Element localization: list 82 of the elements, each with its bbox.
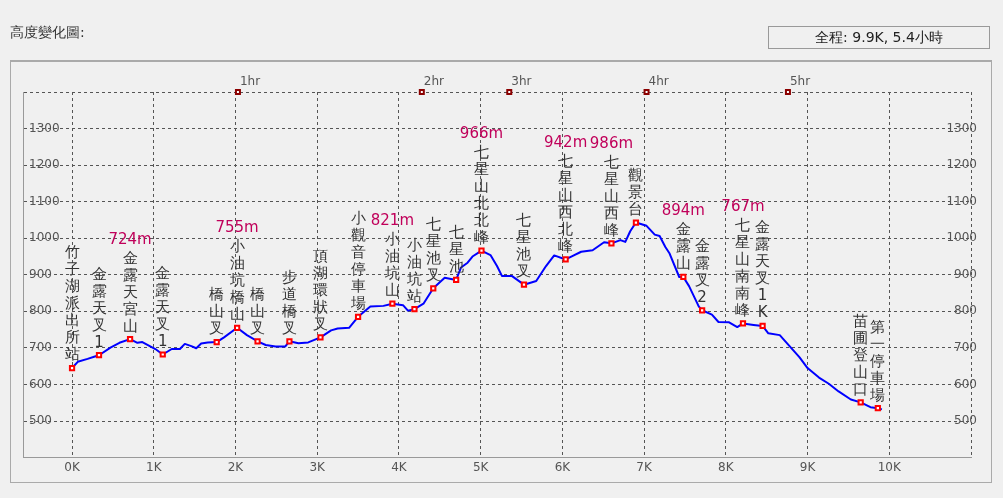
x-tick-label: 7K — [636, 459, 653, 474]
annotation: 七星山西北峰 — [558, 151, 574, 255]
annotation: 金露天叉1 — [155, 263, 171, 350]
annotation: 5hr — [789, 74, 811, 89]
annotation: 4hr — [648, 74, 669, 89]
x-tick-label: 2K — [227, 459, 245, 474]
point — [478, 247, 485, 254]
point — [453, 276, 460, 284]
y2-tick-label: 700 — [954, 340, 977, 355]
point — [739, 320, 747, 327]
y2-tick-label: 1100 — [946, 193, 977, 208]
annotation: 894m — [661, 201, 705, 220]
y2-tick-label: 800 — [954, 303, 977, 318]
annotation: 苗圃登山口 — [853, 311, 869, 398]
annotation: 821m — [370, 211, 415, 230]
point — [254, 338, 261, 345]
x-tick-label: 4K — [391, 459, 408, 474]
annotation: 2hr — [423, 74, 445, 89]
annotation: 步道橋叉 — [281, 267, 297, 337]
point — [562, 256, 569, 263]
chart-title: 高度變化圖: — [10, 24, 85, 42]
annotation: 755m — [215, 218, 259, 237]
y-tick-label: 1100 — [29, 193, 60, 208]
point — [68, 364, 76, 372]
annotation: 小油坑山 — [383, 230, 400, 300]
annotation: 942m — [544, 132, 588, 151]
x-tick-label: 5K — [472, 459, 490, 474]
annotation: 金露天叉1K — [755, 218, 771, 322]
x-tick-label: 6K — [554, 459, 572, 474]
point — [354, 313, 362, 320]
point — [759, 322, 766, 330]
annotation: 七星池 — [448, 223, 464, 276]
y-tick-label: 1300 — [29, 120, 60, 135]
point — [632, 219, 640, 226]
annotation: 986m — [589, 133, 634, 152]
annotation: 七星山南南峰 — [735, 215, 751, 319]
annotation: 第一停車場 — [869, 317, 886, 404]
annotation: 金露山 — [675, 220, 691, 273]
y2-tick-label: 1000 — [946, 230, 977, 245]
point — [317, 334, 324, 341]
y-tick-label: 1000 — [29, 230, 60, 245]
x-tick-label: 1K — [146, 459, 163, 474]
annotation: 橋山叉 — [209, 285, 225, 338]
point — [857, 399, 864, 406]
annotation: 小油坑橋山 — [228, 237, 245, 324]
point — [430, 285, 437, 292]
annotation: 觀景台 — [628, 165, 644, 218]
annotation: 金露天宮山 — [122, 248, 138, 335]
point — [520, 281, 528, 288]
y-tick-label: 500 — [29, 413, 52, 428]
y2-tick-label: 900 — [954, 266, 977, 281]
x-tick-label: 10K — [877, 459, 902, 474]
annotation: 橋山叉 — [250, 284, 266, 337]
x-tick-label: 0K — [64, 459, 81, 474]
point — [608, 240, 615, 247]
annotation: 竹子湖派出所站 — [64, 243, 80, 364]
annotation: 724m — [108, 229, 152, 248]
y-tick-label: 1200 — [29, 157, 60, 172]
annotation: 767m — [721, 196, 765, 215]
x-tick-label: 3K — [309, 459, 327, 474]
point — [411, 306, 418, 313]
annotation: 小觀音停車場 — [349, 209, 366, 313]
annotation: 966m — [459, 124, 504, 143]
point — [874, 405, 881, 412]
point — [159, 351, 166, 358]
point — [234, 324, 241, 331]
annotation: 七星山西峰 — [603, 152, 619, 239]
point — [389, 300, 396, 307]
annotation: 3hr — [511, 74, 532, 89]
annotation: 金露叉2 — [694, 236, 710, 306]
x-tick-label: 9K — [799, 459, 817, 474]
point — [126, 336, 134, 343]
annotation: 小油坑站 — [405, 235, 422, 305]
point — [680, 273, 687, 281]
x-tick-label: 8K — [718, 459, 735, 474]
chart-subtitle: 全程: 9.9K, 5.4小時 — [768, 26, 990, 49]
point — [699, 307, 706, 314]
point — [95, 352, 103, 359]
point — [286, 338, 293, 345]
annotation: 金露天叉1 — [91, 264, 107, 351]
point — [213, 338, 220, 346]
annotation: 1hr — [239, 74, 261, 89]
